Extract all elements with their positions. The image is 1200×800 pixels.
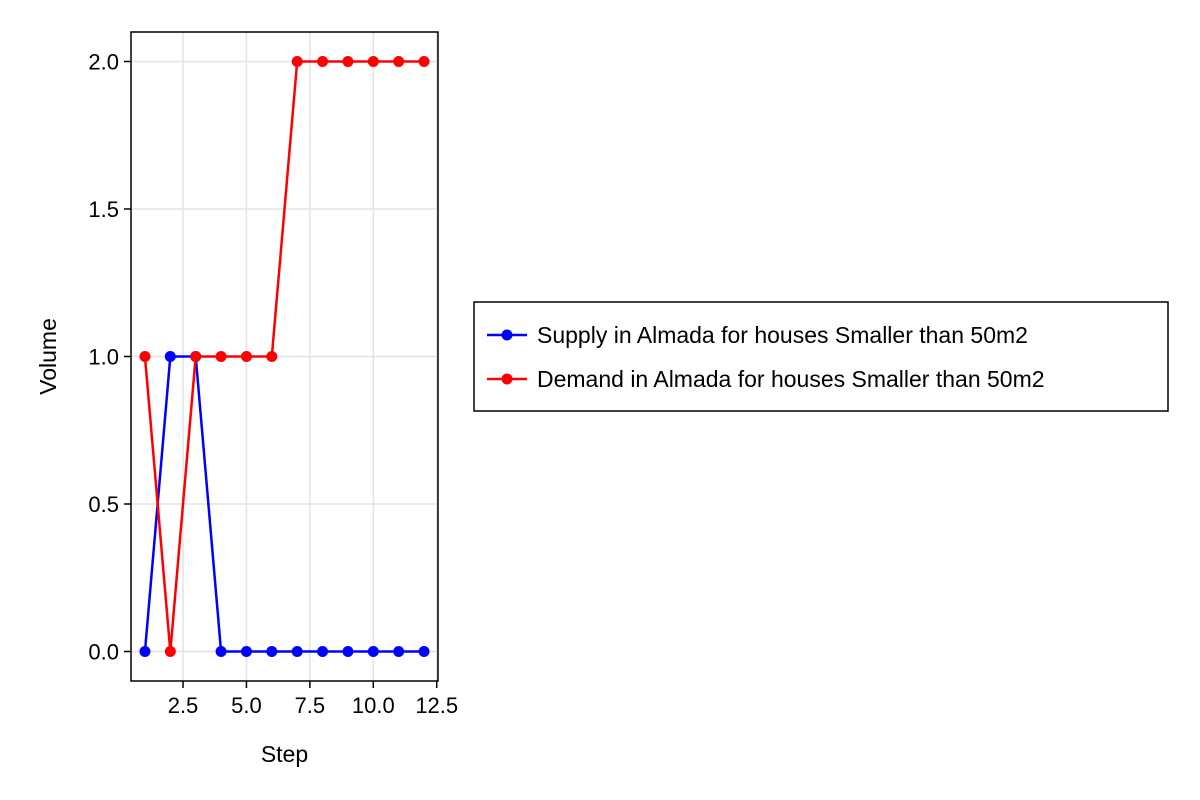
legend-label: Supply in Almada for houses Smaller than… bbox=[537, 322, 1028, 348]
x-tick-label: 10.0 bbox=[352, 693, 395, 718]
series-2 bbox=[139, 56, 430, 657]
data-point bbox=[317, 646, 329, 657]
y-tick-label: 2.0 bbox=[88, 50, 119, 75]
data-point bbox=[266, 646, 278, 657]
data-point bbox=[367, 56, 379, 67]
data-point bbox=[291, 56, 303, 67]
data-point bbox=[342, 56, 354, 67]
data-point bbox=[266, 351, 278, 362]
legend-marker bbox=[501, 329, 513, 341]
data-point bbox=[342, 646, 354, 657]
legend-item: Supply in Almada for houses Smaller than… bbox=[487, 322, 1028, 348]
y-axis-ticks: 0.0 0.5 1.0 1.5 2.0 bbox=[88, 50, 131, 665]
x-tick-label: 12.5 bbox=[415, 693, 458, 718]
x-axis-ticks: 2.5 5.0 7.5 10.0 12.5 bbox=[168, 681, 458, 718]
legend-label: Demand in Almada for houses Smaller than… bbox=[537, 366, 1045, 392]
data-point bbox=[164, 646, 176, 657]
legend-item: Demand in Almada for houses Smaller than… bbox=[487, 366, 1045, 392]
data-point bbox=[317, 56, 329, 67]
series-layer bbox=[139, 56, 430, 657]
y-tick-label: 0.0 bbox=[88, 640, 119, 665]
data-point bbox=[393, 56, 405, 67]
legend-box bbox=[473, 301, 1169, 412]
data-point bbox=[240, 646, 252, 657]
data-point bbox=[418, 646, 430, 657]
data-point bbox=[240, 351, 252, 362]
y-tick-label: 1.0 bbox=[88, 345, 119, 370]
data-point bbox=[291, 646, 303, 657]
y-tick-label: 1.5 bbox=[88, 197, 119, 222]
data-point bbox=[215, 351, 227, 362]
x-axis-label: Step bbox=[261, 741, 308, 767]
y-tick-label: 0.5 bbox=[88, 492, 119, 517]
data-point bbox=[367, 646, 379, 657]
data-point bbox=[418, 56, 430, 67]
x-tick-label: 2.5 bbox=[168, 693, 199, 718]
data-point bbox=[190, 351, 202, 362]
x-tick-label: 7.5 bbox=[295, 693, 326, 718]
legend-marker bbox=[501, 373, 513, 385]
data-point bbox=[139, 351, 151, 362]
y-axis-label: Volume bbox=[35, 318, 61, 395]
x-tick-label: 5.0 bbox=[231, 693, 262, 718]
legend: Supply in Almada for houses Smaller than… bbox=[473, 301, 1169, 412]
data-point bbox=[393, 646, 405, 657]
data-point bbox=[139, 646, 151, 657]
data-point bbox=[164, 351, 176, 362]
data-point bbox=[215, 646, 227, 657]
